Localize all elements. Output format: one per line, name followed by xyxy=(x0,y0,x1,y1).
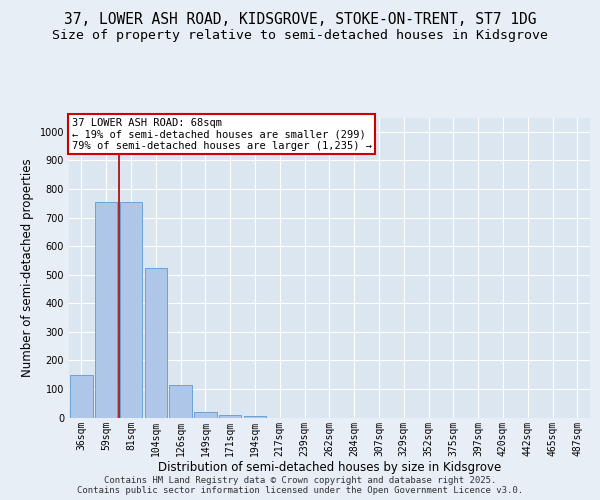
Y-axis label: Number of semi-detached properties: Number of semi-detached properties xyxy=(21,158,34,377)
Bar xyxy=(120,202,142,418)
Text: Contains HM Land Registry data © Crown copyright and database right 2025.
Contai: Contains HM Land Registry data © Crown c… xyxy=(77,476,523,495)
Bar xyxy=(194,412,217,418)
Bar xyxy=(145,268,167,418)
Text: Size of property relative to semi-detached houses in Kidsgrove: Size of property relative to semi-detach… xyxy=(52,28,548,42)
Bar xyxy=(169,384,192,418)
Bar xyxy=(70,374,92,418)
Bar xyxy=(244,416,266,418)
Bar xyxy=(95,202,118,418)
Bar xyxy=(219,414,241,418)
Text: 37 LOWER ASH ROAD: 68sqm
← 19% of semi-detached houses are smaller (299)
79% of : 37 LOWER ASH ROAD: 68sqm ← 19% of semi-d… xyxy=(71,118,371,150)
Text: 37, LOWER ASH ROAD, KIDSGROVE, STOKE-ON-TRENT, ST7 1DG: 37, LOWER ASH ROAD, KIDSGROVE, STOKE-ON-… xyxy=(64,12,536,28)
X-axis label: Distribution of semi-detached houses by size in Kidsgrove: Distribution of semi-detached houses by … xyxy=(158,461,501,474)
